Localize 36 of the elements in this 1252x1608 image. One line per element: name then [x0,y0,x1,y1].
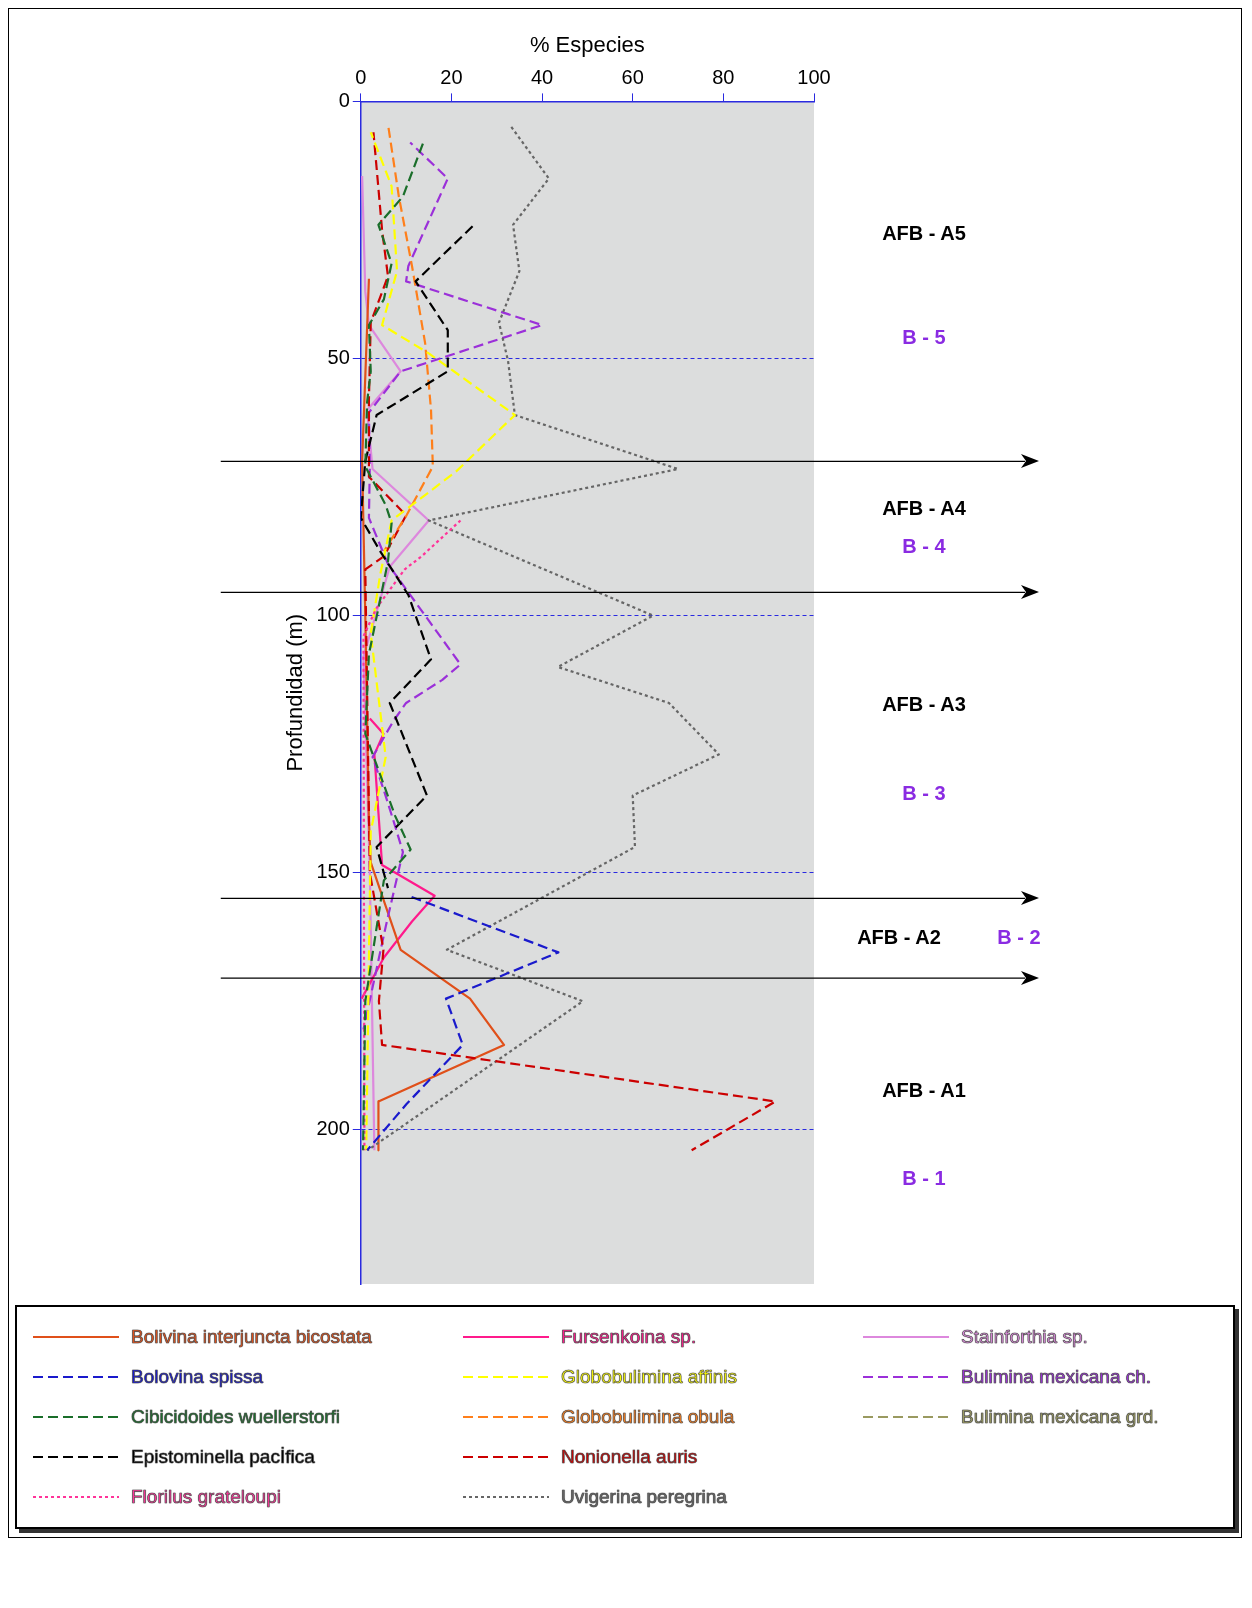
legend-label: Nonionella auris [561,1446,698,1468]
legend-label: Fursenkoina sp. [561,1326,697,1348]
text: AFB - A1 [882,1078,966,1101]
legend-label: Globobulimina affinis [561,1366,738,1388]
y-tick-label: 150 [316,860,350,883]
text: B - 5 [902,326,946,349]
legend-label: Bolivina interjuncta bicostata [131,1326,372,1348]
text: B - 3 [902,781,946,804]
text: B - 1 [902,1167,946,1190]
legend-label: Epistominella pacİfica [131,1446,315,1468]
x-tick-label: 100 [797,65,831,88]
x-tick-label: 40 [530,65,554,88]
y-tick-label: 200 [316,1117,350,1140]
x-tick-label: 60 [621,65,644,88]
legend-label: Bulimina mexicana ch. [961,1366,1152,1388]
legend-label: Cibicidoides wuellerstorfi [131,1406,341,1428]
legend-label: Bolovina spissa [131,1366,264,1388]
text: AFB - A4 [882,497,967,520]
text: AFB - A2 [857,925,941,948]
legend-label: Bulimina mexicana grd. [961,1406,1159,1428]
legend-label: Globobulimina obula [561,1406,735,1428]
text: AFB - A5 [882,222,966,245]
x-axis-title: % Especies [529,32,645,58]
legend-label: Uvigerina peregrina [561,1486,727,1508]
x-tick-label: 80 [712,65,735,88]
text: B - 2 [997,925,1041,948]
text: B - 4 [902,535,947,558]
legend-label: Florilus grateloupi [131,1486,281,1508]
legend-label: Stainforthia sp. [961,1326,1088,1348]
x-tick-label: 0 [355,65,367,88]
y-tick-label: 0 [338,88,350,111]
y-tick-label: 100 [316,603,350,626]
y-tick-label: 50 [327,346,350,368]
y-axis-title: Profundidad (m) [282,613,308,772]
text: AFB - A3 [882,693,966,716]
x-tick-label: 20 [440,65,463,88]
